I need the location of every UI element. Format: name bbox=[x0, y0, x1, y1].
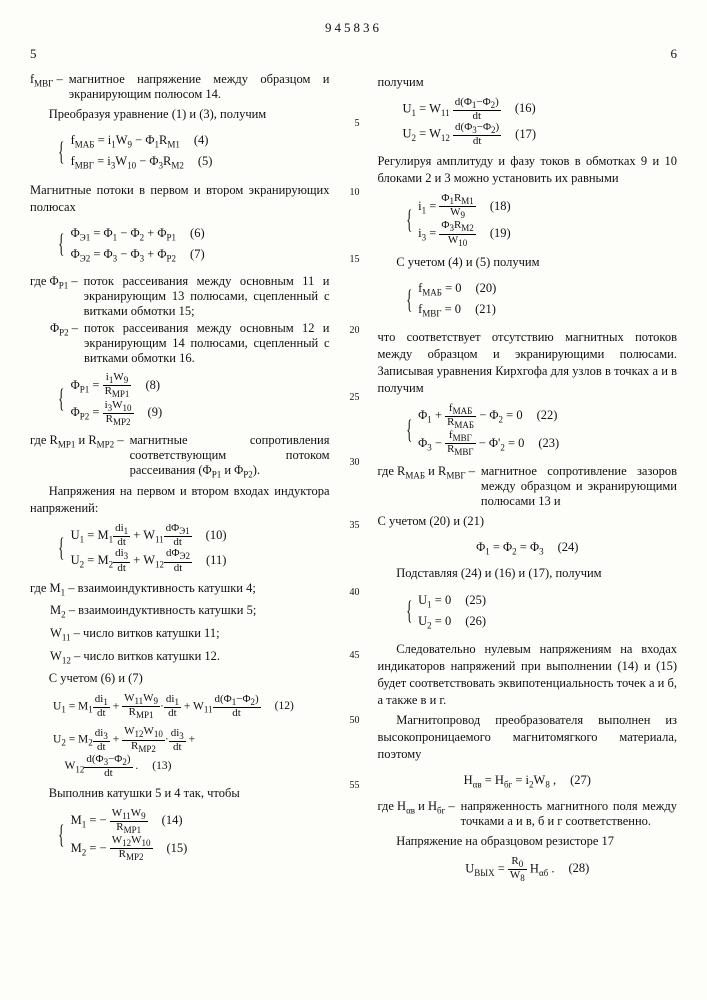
para: Напряжения на первом и втором входах инд… bbox=[30, 483, 330, 517]
para: Преобразуя уравнение (1) и (3), получим bbox=[30, 106, 330, 123]
eq-13: U2 = M2di3dt + W12W10RМР2·di3dt + W12d(Φ… bbox=[30, 726, 330, 779]
para: Напряжение на образцовом резисторе 17 bbox=[378, 833, 678, 850]
para: что соответствует отсутствию магнитных п… bbox=[378, 329, 678, 397]
para: Подставляя (24) и (16) и (17), получим bbox=[378, 565, 678, 582]
def-h: где Hαв и Hбг – напряженность магнитного… bbox=[378, 799, 678, 829]
eq-25-26: { U1 = 0(25) U2 = 0(26) bbox=[378, 588, 678, 635]
para: Следовательно нулевым напряжениям на вхо… bbox=[378, 641, 678, 709]
eq-6-7: { ΦЭ1 = Φ1 − Φ2 + ΦP1(6) ΦЭ2 = Φ3 − Φ3 +… bbox=[30, 221, 330, 268]
eq-24: Φ1 = Φ2 = Φ3(24) bbox=[378, 536, 678, 560]
eq-8-9: { ΦP1 = i1W9RМР1(8) ΦP2 = i3W10RМР2(9) bbox=[30, 372, 330, 427]
def-m2: M2 – взаимоиндуктивность катушки 5; bbox=[30, 602, 330, 621]
page-num-right: 6 bbox=[671, 46, 678, 62]
eq-4-5: { fМАБ = i1W9 − Φ1RМ1(4) fМВГ = i3W10 − … bbox=[30, 129, 330, 176]
para: получим bbox=[378, 74, 678, 91]
def-w12: W12 – число витков катушки 12. bbox=[30, 648, 330, 667]
eq-18-19: { i1 = Φ1RМ1W9(18) i3 = Φ3RМ2W10(19) bbox=[378, 193, 678, 248]
para: Магнитопровод преобразователя выполнен и… bbox=[378, 712, 678, 763]
page-columns: fМВГ – магнитное напряжение между образц… bbox=[30, 70, 677, 889]
para: Магнитные потоки в первом и втором экран… bbox=[30, 182, 330, 216]
right-column: получим U1 = W11 d(Φ1−Φ2)dt(16) U2 = W12… bbox=[378, 70, 678, 889]
eq-22-23: { Φ1 + fМАБRМАБ − Φ2 = 0(22) Φ3 − fМВГRМ… bbox=[378, 403, 678, 458]
line-numbers: 5 10 15 20 25 30 35 40 45 50 55 bbox=[348, 70, 360, 889]
eq-20-21: { fМАБ = 0(20) fМВГ = 0(21) bbox=[378, 277, 678, 324]
def-phip2: ΦP2 – поток рассеивания между основным 1… bbox=[30, 321, 330, 366]
document-number: 945836 bbox=[30, 20, 677, 36]
para: Регулируя амплитуду и фазу токов в обмот… bbox=[378, 153, 678, 187]
eq-27: Hαв = Hбг = i2W8 ,(27) bbox=[378, 769, 678, 793]
def-rmp: где RМР1 и RМР2 – магнитные сопротивлени… bbox=[30, 433, 330, 480]
left-column: fМВГ – магнитное напряжение между образц… bbox=[30, 70, 330, 889]
para: С учетом (20) и (21) bbox=[378, 513, 678, 530]
para: С учетом (4) и (5) получим bbox=[378, 254, 678, 271]
def-fmvr: fМВГ – магнитное напряжение между образц… bbox=[30, 72, 330, 102]
def-rmab: где RМАБ и RМВГ – магнитное сопротивлени… bbox=[378, 464, 678, 509]
eq-10-11: { U1 = M1di1dt + W11dΦЭ1dt(10) U2 = M2di… bbox=[30, 523, 330, 573]
eq-28: UВЫХ = R0W8 Hαб .(28) bbox=[378, 856, 678, 883]
def-m1: где M1 – взаимоиндуктивность катушки 4; bbox=[30, 580, 330, 599]
para: С учетом (6) и (7) bbox=[30, 670, 330, 687]
page-num-left: 5 bbox=[30, 46, 37, 62]
eq-12: U1 = M1di1dt + W11W9RМР1·di1dt + W11d(Φ1… bbox=[30, 693, 330, 720]
eq-16-17: U1 = W11 d(Φ1−Φ2)dt(16) U2 = W12 d(Φ3−Φ2… bbox=[378, 97, 678, 147]
eq-14-15: { M1 = − W11W9RМР1(14) M2 = − W12W10RМР2… bbox=[30, 808, 330, 863]
def-phip1: где ΦP1 – поток рассеивания между основн… bbox=[30, 274, 330, 319]
def-w11: W11 – число витков катушки 11; bbox=[30, 625, 330, 644]
para: Выполнив катушки 5 и 4 так, чтобы bbox=[30, 785, 330, 802]
